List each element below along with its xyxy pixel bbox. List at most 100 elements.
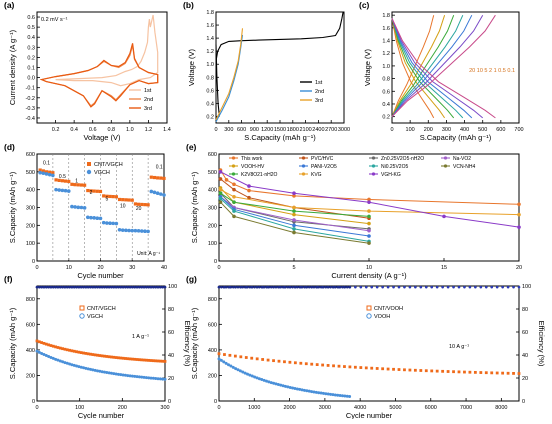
- panel-label: (c): [359, 0, 370, 10]
- capacity-point-VOOH: [291, 386, 295, 390]
- discharge-curve-2: [391, 18, 464, 119]
- x-tick-label: 10: [66, 265, 72, 271]
- efficiency-point-VOOH: [326, 285, 330, 289]
- x-tick-label: 400: [460, 127, 469, 133]
- efficiency-point-CNT/VOOH: [430, 285, 434, 289]
- capacity-point-CNT/VGCH: [40, 341, 44, 344]
- capacity-point-VOOH: [321, 391, 325, 395]
- x-tick-label: 0: [217, 405, 220, 411]
- capacity-point-CNT/VGCH: [89, 352, 92, 356]
- y-tick-label: 1.6: [206, 23, 214, 29]
- capacity-point-VOOH: [274, 382, 278, 386]
- efficiency-point-CNT/VOOH: [375, 285, 379, 289]
- efficiency-point-VGCH: [42, 285, 46, 289]
- efficiency-point-VGCH: [110, 285, 113, 289]
- data-point: [367, 214, 371, 219]
- data-point: [517, 225, 521, 229]
- capacity-point-CNT/VGCH: [72, 349, 76, 353]
- efficiency-point-VOOH: [258, 285, 261, 289]
- plot-frame: [215, 11, 345, 124]
- y-right-tick-label: 0: [168, 399, 171, 405]
- legend-label: 2nd: [144, 97, 153, 103]
- efficiency-point-CNT/VOOH: [490, 285, 494, 289]
- y-axis-label: Voltage (V): [187, 48, 196, 86]
- legend-marker: [371, 156, 376, 160]
- y-tick-label: 1.0: [206, 62, 214, 68]
- y-tick-label: 1.8: [206, 10, 214, 16]
- y-tick-label: 400: [208, 348, 217, 354]
- y-tick-label: 0.6: [382, 89, 390, 95]
- y-axis-label: Current density (A g⁻¹): [8, 29, 17, 105]
- data-point-VGCH: [98, 216, 103, 221]
- capacity-point-VOOH: [331, 393, 335, 397]
- data-point-VGCH: [124, 228, 128, 233]
- data-point-CNT/VGCH: [83, 183, 87, 187]
- y-tick-label: 0.1: [27, 66, 35, 72]
- legend-label: VOOH-HV: [241, 164, 265, 170]
- capacity-point-VGCH: [135, 375, 139, 379]
- x-tick-label: 1500: [274, 127, 286, 133]
- data-point-CNT/VGCH: [54, 178, 58, 182]
- efficiency-point-VGCH: [86, 285, 90, 289]
- efficiency-point-VOOH: [272, 285, 275, 289]
- efficiency-point-CNT/VOOH: [408, 285, 412, 289]
- efficiency-point-VGCH: [119, 285, 123, 289]
- legend-marker: [231, 172, 236, 176]
- capacity-point-VOOH: [238, 369, 242, 373]
- capacity-point-VGCH: [154, 377, 158, 381]
- x-tick-label: 3000: [338, 127, 350, 133]
- discharge-curve-0.1: [391, 18, 496, 119]
- rate-label: 1: [75, 179, 78, 185]
- x-axis-label: Cycle number: [346, 411, 393, 419]
- charge-curve-5: [391, 15, 455, 117]
- capacity-point-VGCH: [109, 371, 113, 375]
- legend-marker: [366, 305, 372, 311]
- data-point: [218, 196, 223, 201]
- y-axis-label: S.Capacity (mAh g⁻¹): [190, 171, 199, 243]
- rate-label: 10: [120, 204, 126, 210]
- data-point-VGCH: [108, 221, 112, 225]
- y-tick-label: 200: [26, 373, 35, 379]
- capacity-point-CNT/VOOH: [353, 365, 357, 369]
- x-tick-label: 2000: [283, 405, 295, 411]
- capacity-point-VOOH: [236, 368, 240, 372]
- data-point-CNT/VGCH: [105, 194, 109, 198]
- charge-curve-20: [391, 15, 435, 117]
- efficiency-point-VOOH: [338, 285, 342, 289]
- data-point-VGCH: [120, 228, 125, 232]
- capacity-point-VOOH: [326, 392, 330, 396]
- capacity-point-CNT/VGCH: [63, 347, 67, 351]
- capacity-point-VOOH: [253, 375, 257, 379]
- y-tick-label: 100: [208, 241, 217, 247]
- capacity-point-VOOH: [248, 373, 252, 377]
- y-right-tick-label: 80: [168, 307, 174, 313]
- y-tick-label: 0: [32, 399, 35, 405]
- data-point-VGCH: [60, 188, 65, 193]
- capacity-point-CNT/VOOH: [359, 366, 363, 369]
- data-point-VGCH: [92, 216, 96, 220]
- efficiency-point-VOOH: [286, 285, 290, 289]
- capacity-point-CNT/VGCH: [107, 355, 111, 359]
- capacity-point-VOOH: [243, 371, 247, 375]
- capacity-point-CNT/VGCH: [47, 343, 51, 347]
- capacity-point-CNT/VGCH: [133, 357, 137, 361]
- capacity-point-VOOH: [269, 381, 273, 385]
- capacity-point-CNT/VOOH: [381, 367, 385, 371]
- data-point-VGCH: [130, 228, 135, 233]
- efficiency-point-VOOH: [315, 285, 318, 289]
- capacity-point-CNT/VGCH: [65, 348, 69, 352]
- capacity-point-VOOH: [319, 391, 323, 395]
- panel-b: 0 300 600 900 1200 1500 1800 2100 2400 2700 3000 0.…: [183, 0, 350, 142]
- capacity-point-VGCH: [116, 372, 120, 376]
- efficiency-point-VGCH: [154, 285, 157, 289]
- capacity-point-CNT/VOOH: [468, 370, 472, 374]
- capacity-point-CNT/VOOH: [315, 363, 319, 367]
- x-tick-label: 10: [366, 265, 372, 271]
- capacity-point-VOOH: [333, 393, 337, 397]
- capacity-point-CNT/VGCH: [96, 353, 99, 357]
- data-point: [218, 191, 223, 196]
- x-tick-label: 30: [129, 265, 135, 271]
- efficiency-point-VGCH: [126, 285, 130, 289]
- capacity-point-CNT/VGCH: [37, 340, 41, 344]
- capacity-point-VGCH: [96, 369, 100, 373]
